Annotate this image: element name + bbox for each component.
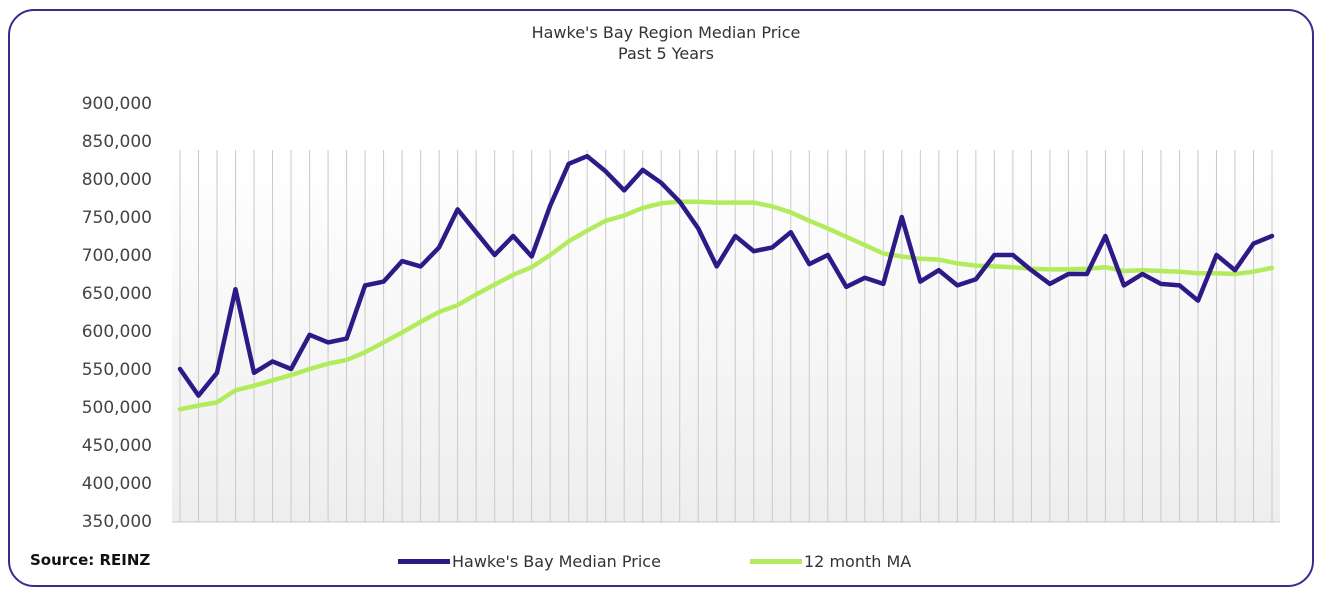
y-axis: 350,000 400,000 450,000 500,000 550,000 600,0…: [82, 94, 152, 532]
legend-item-median-price: Hawke's Bay Median Price: [398, 551, 661, 571]
legend-label-12-month-ma: 12 month MA: [804, 551, 912, 571]
y-tick-label: 750,000: [82, 208, 152, 228]
series-group: [177, 153, 1275, 412]
y-tick-label: 650,000: [82, 284, 152, 304]
y-tick-label: 450,000: [82, 436, 152, 456]
legend-label-median-price: Hawke's Bay Median Price: [452, 551, 661, 571]
chart-subtitle: Past 5 Years: [618, 44, 714, 63]
chart-title-block: Hawke's Bay Region Median Price Past 5 Y…: [0, 22, 1332, 64]
chart-title: Hawke's Bay Region Median Price: [531, 23, 801, 42]
y-tick-label: 500,000: [82, 398, 152, 418]
y-tick-label: 900,000: [82, 94, 152, 114]
legend-swatch-median-price: [398, 558, 450, 564]
legend-item-12-month-ma: 12 month MA: [750, 551, 911, 571]
y-tick-label: 550,000: [82, 360, 152, 380]
source-note: Source: REINZ: [30, 551, 151, 569]
y-tick-label: 800,000: [82, 170, 152, 190]
plot-area: [172, 150, 1280, 522]
legend-swatch-12-month-ma: [750, 558, 802, 564]
y-tick-label: 700,000: [82, 246, 152, 266]
series-line-median-price: [177, 153, 1275, 398]
y-tick-label: 600,000: [82, 322, 152, 342]
y-tick-label: 400,000: [82, 474, 152, 494]
y-tick-label: 350,000: [82, 512, 152, 532]
y-tick-label: 850,000: [82, 132, 152, 152]
